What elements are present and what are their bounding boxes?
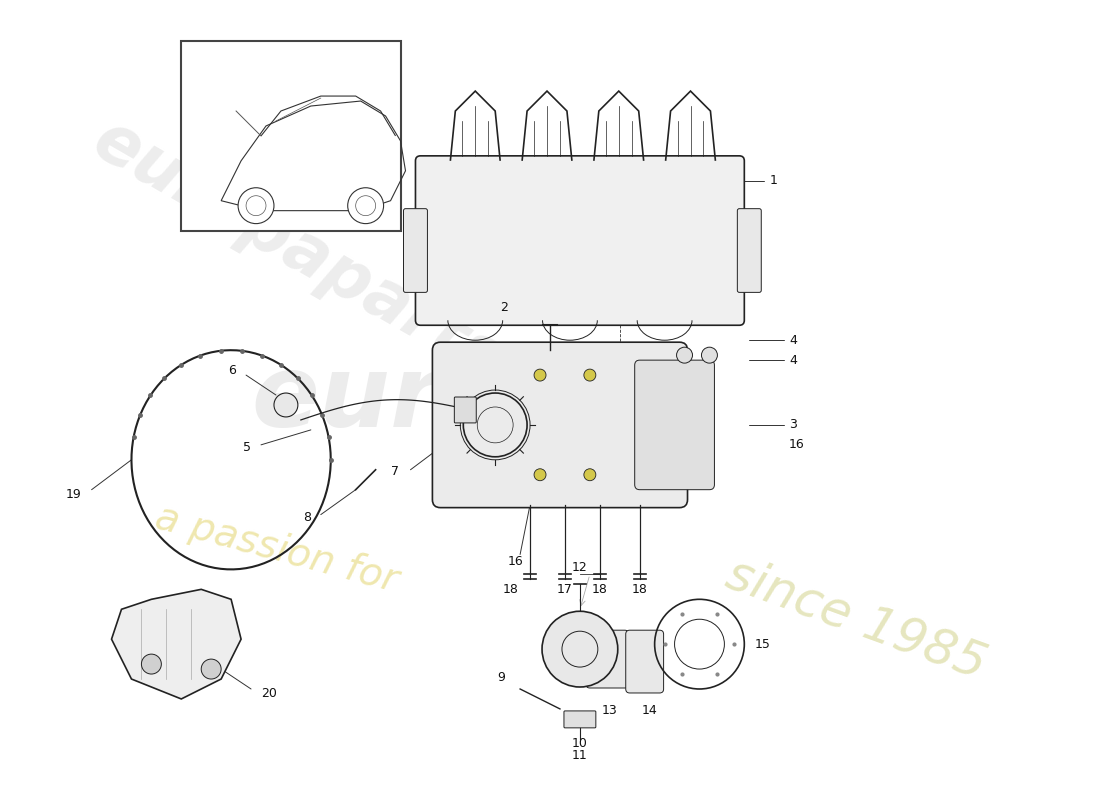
Text: euro: euro xyxy=(251,351,508,449)
Circle shape xyxy=(201,659,221,679)
FancyBboxPatch shape xyxy=(626,630,663,693)
Text: 18: 18 xyxy=(503,583,518,596)
Text: 11: 11 xyxy=(572,749,587,762)
Text: 19: 19 xyxy=(66,488,81,501)
FancyBboxPatch shape xyxy=(454,397,476,423)
FancyBboxPatch shape xyxy=(586,630,629,688)
Circle shape xyxy=(702,347,717,363)
Text: 16: 16 xyxy=(507,555,522,568)
Text: 13: 13 xyxy=(602,704,618,717)
Text: 16: 16 xyxy=(789,438,805,451)
FancyBboxPatch shape xyxy=(416,156,745,326)
Text: p: p xyxy=(520,371,592,469)
Circle shape xyxy=(535,469,546,481)
FancyBboxPatch shape xyxy=(737,209,761,292)
Circle shape xyxy=(348,188,384,224)
Text: 10: 10 xyxy=(572,737,587,750)
Circle shape xyxy=(584,369,596,381)
FancyBboxPatch shape xyxy=(182,42,400,230)
FancyBboxPatch shape xyxy=(564,711,596,728)
Text: 2: 2 xyxy=(500,301,508,314)
Text: 7: 7 xyxy=(390,466,398,478)
Polygon shape xyxy=(111,590,241,699)
Text: 8: 8 xyxy=(302,511,311,524)
Text: europaparts: europaparts xyxy=(81,106,514,394)
Text: 5: 5 xyxy=(243,442,251,454)
Text: 9: 9 xyxy=(497,670,505,683)
FancyBboxPatch shape xyxy=(635,360,714,490)
Text: 18: 18 xyxy=(592,583,608,596)
Text: 18: 18 xyxy=(631,583,648,596)
Text: since 1985: since 1985 xyxy=(719,550,992,689)
Text: 4: 4 xyxy=(789,354,797,366)
Circle shape xyxy=(238,188,274,224)
Circle shape xyxy=(142,654,162,674)
Circle shape xyxy=(535,369,546,381)
FancyBboxPatch shape xyxy=(404,209,428,292)
Circle shape xyxy=(676,347,693,363)
Text: 6: 6 xyxy=(228,364,236,377)
Text: 3: 3 xyxy=(789,418,797,431)
Text: 17: 17 xyxy=(557,583,573,596)
Circle shape xyxy=(584,469,596,481)
FancyBboxPatch shape xyxy=(432,342,688,508)
Text: 14: 14 xyxy=(641,704,658,717)
Text: 1: 1 xyxy=(769,174,777,187)
Circle shape xyxy=(542,611,618,687)
Text: 15: 15 xyxy=(755,638,770,650)
Circle shape xyxy=(274,393,298,417)
Text: 4: 4 xyxy=(789,334,797,346)
Text: 20: 20 xyxy=(261,687,277,701)
Text: 12: 12 xyxy=(572,562,587,574)
Text: a passion for: a passion for xyxy=(152,498,403,600)
